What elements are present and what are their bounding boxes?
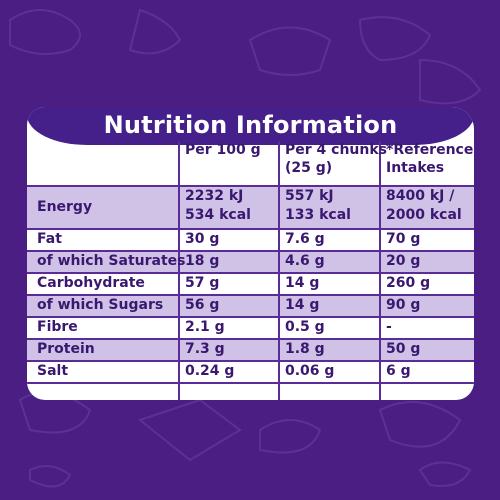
row-divider bbox=[27, 360, 474, 362]
column-divider-3 bbox=[379, 141, 381, 400]
row-shade-saturates bbox=[27, 251, 474, 273]
panel-title: Nutrition Information bbox=[103, 111, 398, 139]
column-divider-2 bbox=[278, 141, 280, 400]
protein-per4: 1.8 g bbox=[285, 341, 325, 357]
row-label-carbohydrate: Carbohydrate bbox=[37, 275, 145, 291]
fibre-per100: 2.1 g bbox=[185, 319, 225, 335]
sugars-ri: 90 g bbox=[386, 297, 421, 313]
saturates-per100: 18 g bbox=[185, 253, 220, 269]
nutrition-panel: Nutrition Information Per 100 g Per 4 ch… bbox=[27, 107, 474, 400]
sugars-per100: 56 g bbox=[185, 297, 220, 313]
row-label-fibre: Fibre bbox=[37, 319, 78, 335]
row-shade-energy bbox=[27, 186, 474, 229]
fat-ri: 70 g bbox=[386, 231, 421, 247]
fat-per4: 7.6 g bbox=[285, 231, 325, 247]
energy-per100-kcal: 534 kcal bbox=[185, 207, 251, 223]
protein-per100: 7.3 g bbox=[185, 341, 225, 357]
protein-ri: 50 g bbox=[386, 341, 421, 357]
header-per-4-chunks-weight: (25 g) bbox=[285, 160, 333, 176]
energy-per4-kj: 557 kJ bbox=[285, 188, 334, 204]
header-per-4-chunks: Per 4 chunks bbox=[285, 142, 387, 158]
saturates-ri: 20 g bbox=[386, 253, 421, 269]
carbohydrate-per4: 14 g bbox=[285, 275, 320, 291]
row-label-sugars: of which Sugars bbox=[37, 297, 164, 313]
fibre-per4: 0.5 g bbox=[285, 319, 325, 335]
salt-ri: 6 g bbox=[386, 363, 411, 379]
header-reference-intakes-2: Intakes bbox=[386, 160, 445, 176]
header-per-100g: Per 100 g bbox=[185, 142, 261, 158]
row-divider bbox=[27, 316, 474, 318]
row-label-saturates: of which Saturates bbox=[37, 253, 186, 269]
energy-ri-kcal: 2000 kcal bbox=[386, 207, 462, 223]
row-divider bbox=[27, 382, 474, 384]
row-divider bbox=[27, 272, 474, 274]
row-divider bbox=[27, 294, 474, 296]
row-label-fat: Fat bbox=[37, 231, 62, 247]
fat-per100: 30 g bbox=[185, 231, 220, 247]
row-shade-protein bbox=[27, 339, 474, 361]
salt-per100: 0.24 g bbox=[185, 363, 235, 379]
sugars-per4: 14 g bbox=[285, 297, 320, 313]
column-divider-1 bbox=[178, 141, 180, 400]
header-reference-intakes: *Reference bbox=[386, 142, 474, 158]
energy-per4-kcal: 133 kcal bbox=[285, 207, 351, 223]
carbohydrate-per100: 57 g bbox=[185, 275, 220, 291]
energy-per100-kj: 2232 kJ bbox=[185, 188, 244, 204]
title-bar: Nutrition Information bbox=[27, 107, 474, 145]
row-divider bbox=[27, 338, 474, 340]
saturates-per4: 4.6 g bbox=[285, 253, 325, 269]
nutrition-table: Per 100 g Per 4 chunks (25 g) *Reference… bbox=[27, 107, 474, 400]
fibre-ri: - bbox=[386, 319, 392, 335]
row-label-energy: Energy bbox=[37, 199, 93, 215]
row-divider bbox=[27, 228, 474, 230]
row-divider bbox=[27, 250, 474, 252]
energy-ri-kj: 8400 kJ / bbox=[386, 188, 455, 204]
salt-per4: 0.06 g bbox=[285, 363, 335, 379]
row-label-salt: Salt bbox=[37, 363, 69, 379]
row-shade-sugars bbox=[27, 295, 474, 317]
row-label-protein: Protein bbox=[37, 341, 95, 357]
carbohydrate-ri: 260 g bbox=[386, 275, 431, 291]
row-divider bbox=[27, 185, 474, 187]
